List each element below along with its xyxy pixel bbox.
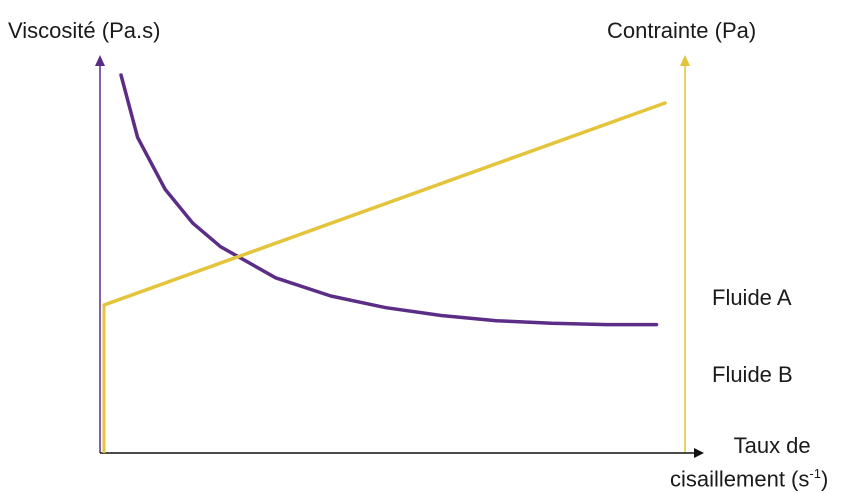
series-layer [102,73,667,327]
legend-fluide-b: Fluide B [712,362,793,387]
y-axis-right-arrow [680,55,690,66]
y-axis-right-label: Contrainte (Pa) [607,18,757,43]
x-axis-label-unit-end: ) [820,466,829,492]
x-axis-label-line2: cisaillement (s-1) [670,460,828,493]
y-axis-left-arrow [95,55,105,66]
x-axis-label-unit-exponent: -1 [809,466,821,481]
viscosity-curve [119,73,659,327]
x-axis-arrow [694,448,704,458]
x-axis-label-line1: Taux de [733,433,811,458]
y-axis-left-label: Viscosité (Pa.s) [8,18,161,43]
legend-fluide-a: Fluide A [712,285,792,310]
x-axis-label-unit-text: cisaillement (s [670,466,810,492]
x-axis-label: Taux de cisaillement (s-1) [670,432,828,493]
stress-line [102,101,667,307]
